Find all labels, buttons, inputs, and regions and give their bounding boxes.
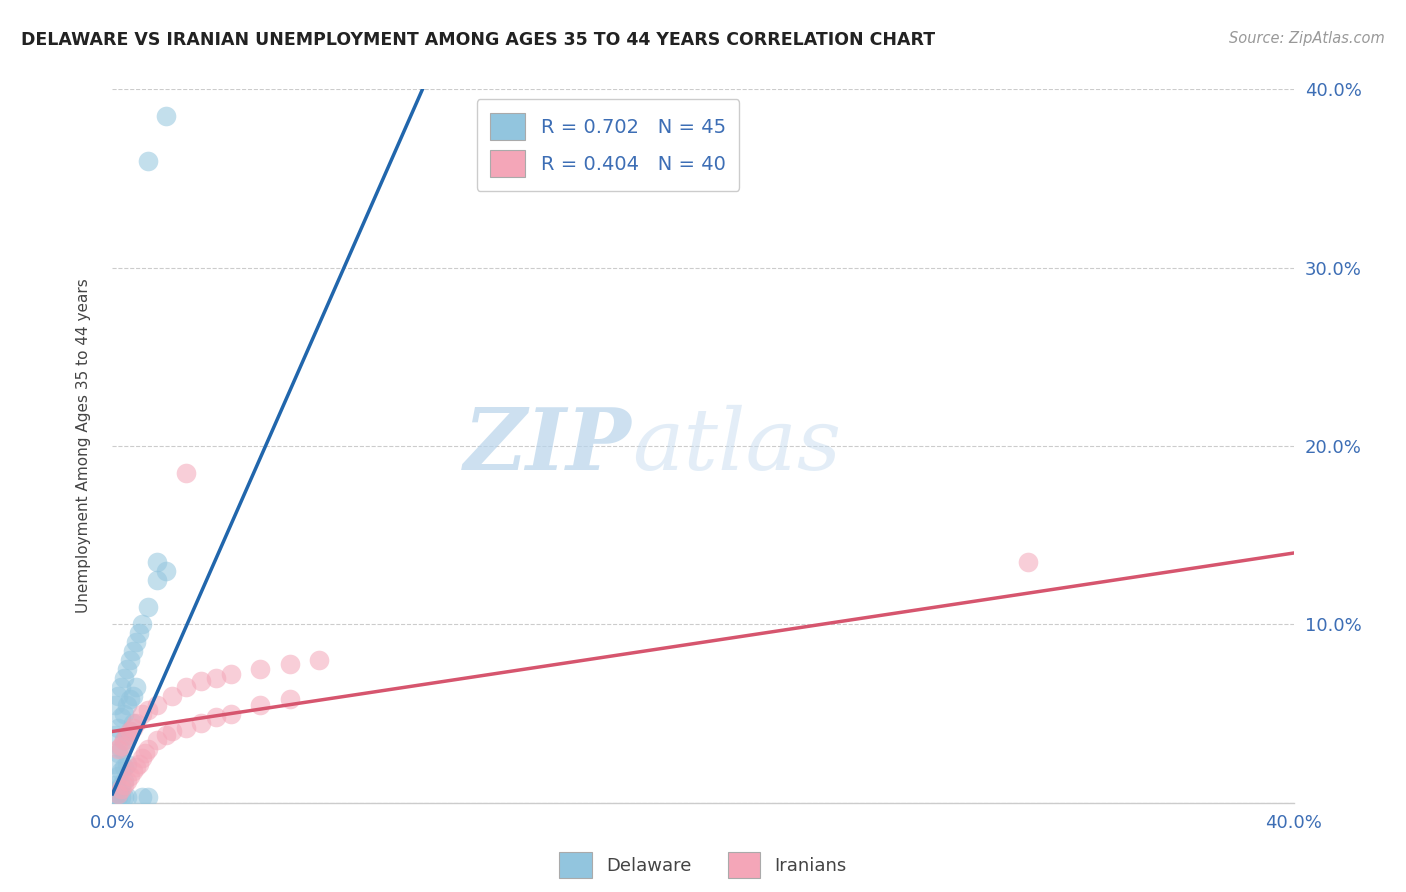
Point bbox=[104, 728, 127, 742]
Point bbox=[107, 790, 129, 805]
Point bbox=[122, 721, 145, 735]
Point bbox=[136, 599, 159, 614]
Point bbox=[1017, 555, 1039, 569]
Point bbox=[122, 689, 145, 703]
Point bbox=[112, 671, 135, 685]
Point bbox=[155, 728, 177, 742]
Text: DELAWARE VS IRANIAN UNEMPLOYMENT AMONG AGES 35 TO 44 YEARS CORRELATION CHART: DELAWARE VS IRANIAN UNEMPLOYMENT AMONG A… bbox=[21, 31, 935, 49]
Point bbox=[174, 721, 197, 735]
Point bbox=[117, 728, 138, 742]
Point bbox=[112, 790, 135, 805]
Point bbox=[110, 739, 132, 753]
Point bbox=[249, 662, 271, 676]
Point bbox=[104, 778, 127, 792]
Point bbox=[160, 724, 183, 739]
Point bbox=[125, 715, 148, 730]
Point bbox=[104, 787, 127, 801]
Point bbox=[120, 769, 142, 783]
Point bbox=[136, 703, 159, 717]
Point bbox=[112, 733, 135, 747]
Point bbox=[278, 692, 301, 706]
Point bbox=[107, 689, 129, 703]
Point bbox=[136, 790, 159, 805]
Point bbox=[125, 760, 148, 774]
Point bbox=[160, 689, 183, 703]
Point bbox=[110, 680, 132, 694]
Point bbox=[190, 674, 212, 689]
Point bbox=[112, 706, 135, 721]
Point bbox=[107, 746, 129, 760]
Point bbox=[249, 698, 271, 712]
Y-axis label: Unemployment Among Ages 35 to 44 years: Unemployment Among Ages 35 to 44 years bbox=[76, 278, 91, 614]
Point bbox=[117, 698, 138, 712]
Point bbox=[278, 657, 301, 671]
Point bbox=[112, 733, 135, 747]
Text: Source: ZipAtlas.com: Source: ZipAtlas.com bbox=[1229, 31, 1385, 46]
Point bbox=[107, 721, 129, 735]
Point bbox=[107, 787, 129, 801]
Point bbox=[110, 710, 132, 724]
Point bbox=[146, 733, 169, 747]
Point bbox=[104, 790, 127, 805]
Point bbox=[110, 778, 132, 792]
Point bbox=[155, 109, 177, 123]
Text: ZIP: ZIP bbox=[464, 404, 633, 488]
Point bbox=[117, 790, 138, 805]
Point bbox=[146, 555, 169, 569]
Point bbox=[110, 764, 132, 778]
Text: atlas: atlas bbox=[633, 405, 841, 487]
Point bbox=[107, 781, 129, 796]
Point bbox=[112, 774, 135, 789]
Point bbox=[122, 715, 145, 730]
Point bbox=[104, 756, 127, 771]
Point bbox=[120, 653, 142, 667]
Point bbox=[117, 774, 138, 789]
Point bbox=[112, 778, 135, 792]
Point bbox=[131, 790, 153, 805]
Point bbox=[131, 751, 153, 765]
Point bbox=[308, 653, 330, 667]
Point bbox=[120, 724, 142, 739]
Point bbox=[205, 710, 228, 724]
Point bbox=[131, 706, 153, 721]
Point bbox=[107, 742, 129, 756]
Point bbox=[219, 706, 242, 721]
Point bbox=[155, 564, 177, 578]
Point bbox=[117, 728, 138, 742]
Point bbox=[128, 756, 150, 771]
Point bbox=[136, 153, 159, 168]
Point bbox=[117, 756, 138, 771]
Point bbox=[131, 617, 153, 632]
Point bbox=[146, 573, 169, 587]
Point bbox=[104, 698, 127, 712]
Point bbox=[112, 760, 135, 774]
Legend: Delaware, Iranians: Delaware, Iranians bbox=[550, 843, 856, 887]
Point bbox=[174, 466, 197, 480]
Point bbox=[134, 746, 156, 760]
Point bbox=[219, 667, 242, 681]
Point bbox=[205, 671, 228, 685]
Point bbox=[128, 626, 150, 640]
Point bbox=[122, 764, 145, 778]
Point bbox=[136, 742, 159, 756]
Point bbox=[125, 635, 148, 649]
Point bbox=[122, 644, 145, 658]
Point bbox=[107, 769, 129, 783]
Point bbox=[174, 680, 197, 694]
Point bbox=[110, 790, 132, 805]
Point bbox=[110, 781, 132, 796]
Point bbox=[125, 680, 148, 694]
Point bbox=[120, 692, 142, 706]
Point bbox=[146, 698, 169, 712]
Point bbox=[120, 724, 142, 739]
Point bbox=[117, 662, 138, 676]
Point bbox=[190, 715, 212, 730]
Point bbox=[110, 742, 132, 756]
